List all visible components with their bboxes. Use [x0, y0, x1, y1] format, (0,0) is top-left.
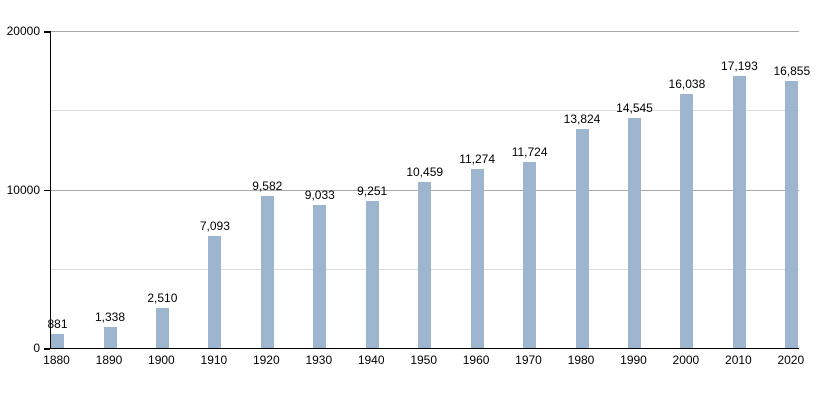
x-tick-label: 1990: [620, 353, 647, 367]
x-tick-label: 1890: [95, 353, 123, 367]
bar: [785, 80, 799, 348]
x-tick-label: 1910: [200, 353, 228, 367]
bar-value-label: 17,193: [721, 58, 758, 73]
bar: [155, 308, 169, 348]
y-tick-label: 20000: [6, 24, 40, 38]
y-tick-mark: [44, 31, 50, 33]
bar-value-label: 1,338: [94, 309, 126, 324]
major-gridline: [51, 31, 799, 32]
bar: [628, 117, 641, 348]
bar-value-label: 11,274: [459, 152, 495, 167]
bar-value-label: 16,855: [773, 63, 811, 78]
bar: [470, 169, 484, 348]
bar-value-label: 16,038: [668, 76, 706, 91]
bar: [103, 326, 117, 348]
bar: [732, 75, 746, 348]
x-tick-label: 1930: [305, 353, 333, 367]
bar-value-label: 13,824: [563, 111, 601, 126]
x-tick-label: 1940: [357, 353, 385, 367]
plot-area: 881 1,338 2,510 7,093 9,582 9,033 9,251 10,459 1…: [47, 31, 810, 349]
x-tick-label: 1980: [567, 353, 595, 367]
bar-value-label: 9,251: [357, 184, 388, 199]
bar-value-label: 881: [47, 317, 68, 331]
x-tick-label: 1920: [252, 353, 280, 367]
x-tick-label: 2000: [672, 353, 700, 367]
minor-gridline: [51, 110, 799, 112]
bar: [418, 182, 432, 348]
y-tick-label: 0: [33, 341, 40, 355]
bar: [313, 204, 327, 348]
x-tick-label: 1900: [148, 353, 175, 367]
bar-value-label: 2,510: [147, 291, 178, 306]
x-tick-label: 2020: [777, 353, 805, 367]
bar: [575, 128, 589, 348]
bar-value-label: 14,545: [616, 100, 653, 115]
bar: [208, 235, 222, 348]
bar-value-label: 7,093: [199, 218, 230, 233]
bar-value-label: 9,582: [252, 179, 283, 194]
x-tick-label: 1970: [515, 353, 542, 367]
y-tick-mark: [44, 189, 50, 191]
y-tick-mark: [44, 348, 50, 350]
bar: [523, 162, 537, 348]
bar: [365, 201, 379, 348]
x-tick-label: 1960: [462, 353, 490, 367]
bar: [51, 334, 64, 348]
bar: [680, 93, 694, 348]
x-tick-label: 1880: [43, 353, 70, 367]
bar-value-label: 11,724: [511, 145, 548, 160]
y-tick-label: 10000: [6, 182, 40, 197]
x-tick-label: 1950: [410, 353, 438, 367]
bar-value-label: 9,033: [304, 187, 335, 202]
x-tick-label: 2010: [725, 353, 752, 367]
bar-value-label: 10,459: [406, 165, 444, 180]
bar: [260, 196, 274, 348]
